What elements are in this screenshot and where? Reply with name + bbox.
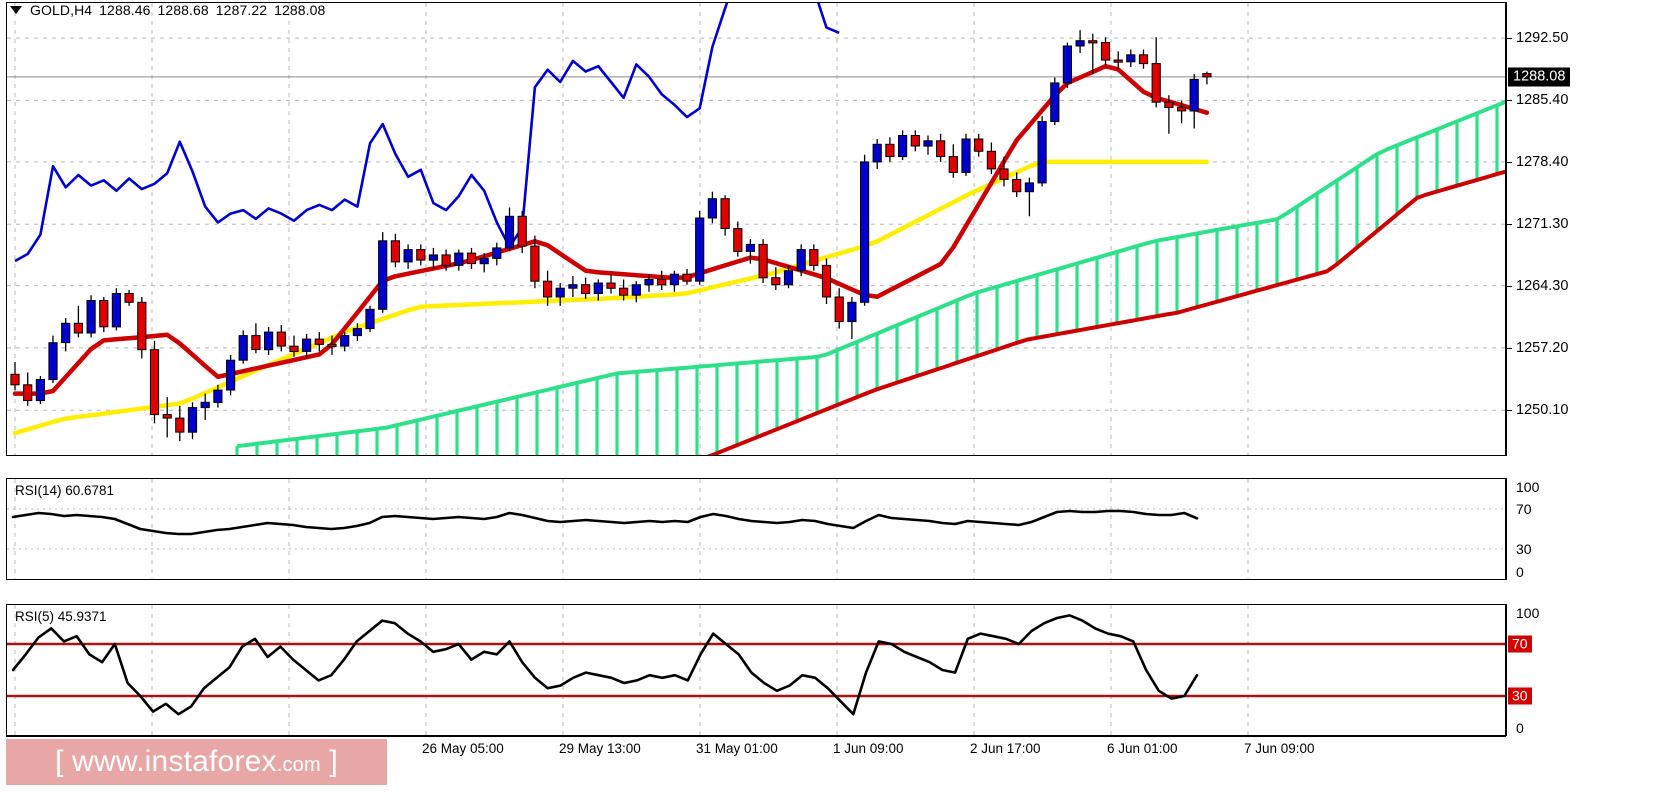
price-tick-label: 1285.40: [1516, 92, 1569, 109]
rsi-tick-label: 70: [1516, 501, 1532, 517]
rsi14-plot-area: [7, 479, 1505, 579]
rsi-tick-label: 30: [1516, 541, 1532, 557]
price-tick-label: 1278.40: [1516, 153, 1569, 170]
rsi5-scale[interactable]: 100 70 30 0: [1506, 604, 1657, 736]
rsi-tick-label: 100: [1516, 605, 1540, 621]
price-tick-mark: [1506, 410, 1512, 412]
ohlc-close: 1288.08: [274, 2, 326, 18]
price-axis-line: [1506, 2, 1507, 456]
rsi-tick-label: 100: [1516, 479, 1540, 495]
rsi14-axis-line: [1506, 478, 1507, 580]
time-tick-label: 31 May 01:00: [696, 741, 778, 756]
price-tick-mark: [1506, 161, 1512, 163]
price-tick-label: 1292.50: [1516, 30, 1569, 47]
price-tick-label: 1257.20: [1516, 339, 1569, 356]
collapse-triangle-icon[interactable]: [10, 6, 22, 14]
price-tick-mark: [1506, 100, 1512, 102]
instaforex-watermark: [ www.instaforex.com ]: [6, 739, 387, 785]
time-tick-label: 26 May 05:00: [422, 741, 504, 756]
rsi5-plot-area: [7, 605, 1505, 735]
rsi-tick-label: 0: [1516, 720, 1524, 736]
price-chart-svg: [7, 3, 1505, 455]
rsi-level-tag: 70: [1508, 635, 1532, 653]
time-tick-label: 29 May 13:00: [559, 741, 641, 756]
ohlc-open: 1288.46: [99, 2, 151, 18]
rsi5-title: RSI(5) 45.9371: [15, 609, 107, 624]
time-tick-label: 6 Jun 01:00: [1107, 741, 1178, 756]
ohlc-low: 1287.22: [215, 2, 268, 18]
price-tick-label: 1271.30: [1516, 216, 1569, 233]
price-tick-mark: [1506, 347, 1512, 349]
price-tick-mark: [1506, 224, 1512, 226]
time-tick-label: 1 Jun 09:00: [833, 741, 904, 756]
current-price-tag: 1288.08: [1508, 67, 1571, 87]
rsi5-axis-line: [1506, 604, 1507, 736]
rsi14-panel[interactable]: RSI(14) 60.6781: [6, 478, 1506, 580]
rsi14-scale[interactable]: 100 70 30 0: [1506, 478, 1657, 580]
ohlc-high: 1288.68: [157, 2, 209, 18]
chart-data-window: GOLD,H4 1288.46 1288.68 1287.22 1288.08: [10, 2, 325, 18]
price-tick-label: 1250.10: [1516, 402, 1569, 419]
rsi14-title: RSI(14) 60.6781: [15, 483, 115, 498]
time-tick-label: 2 Jun 17:00: [970, 741, 1041, 756]
rsi5-chart-svg: [7, 605, 1505, 735]
price-tick-mark: [1506, 285, 1512, 287]
price-tick-label: 1264.30: [1516, 277, 1569, 294]
rsi-level-tag: 30: [1508, 687, 1532, 705]
price-plot-area: [7, 3, 1505, 455]
time-tick-label: 7 Jun 09:00: [1244, 741, 1315, 756]
price-scale[interactable]: 1292.50 1285.40 1278.40 1271.30 1264.30 1257.…: [1506, 2, 1657, 456]
watermark-text: [ www.instaforex.com ]: [55, 745, 338, 778]
rsi14-chart-svg: [7, 479, 1505, 579]
price-tick-mark: [1506, 38, 1512, 40]
rsi-tick-label: 0: [1516, 564, 1524, 580]
symbol-period-label: GOLD,H4: [30, 2, 93, 18]
rsi5-panel[interactable]: RSI(5) 45.9371: [6, 604, 1506, 736]
price-chart-panel[interactable]: [6, 2, 1506, 456]
